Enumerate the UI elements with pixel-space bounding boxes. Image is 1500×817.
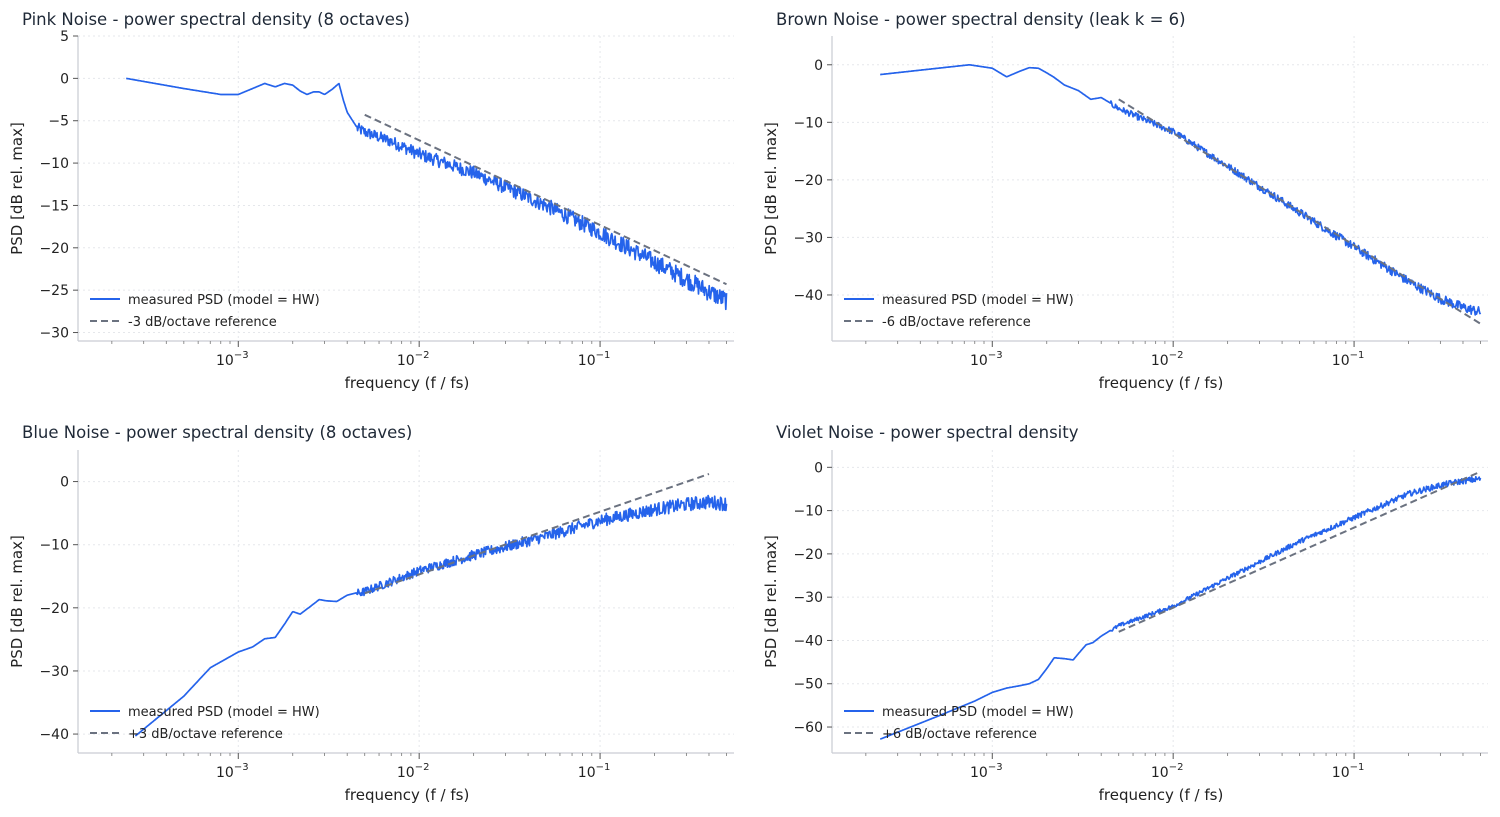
legend: measured PSD (model = HW) +6 dB/octave re… [844,705,1074,742]
chart-panel-4: Violet Noise - power spectral density 0 −1… [762,423,1488,804]
grid [78,35,734,341]
y-tick-label: 0 [814,58,823,74]
measured-psd-line [125,77,728,311]
y-tick-label: −40 [39,727,69,743]
y-axis-label: PSD [dB rel. max] [762,535,780,668]
grid [832,450,1488,753]
x-tick-label: 10−3 [970,762,1003,781]
x-axis-label: frequency (f / fs) [1099,374,1224,392]
y-tick-label: −20 [39,601,69,617]
legend-label-reference: -6 dB/octave reference [882,315,1031,330]
y-tick-label: −5 [48,114,69,130]
x-tick-label: 10−2 [1151,350,1184,369]
chart-title: Blue Noise - power spectral density (8 o… [22,423,412,442]
legend-label-measured: measured PSD (model = HW) [128,293,320,308]
y-axis-label: PSD [dB rel. max] [8,535,26,668]
y-tick-label: −10 [39,538,69,554]
reference-slope-line [364,473,710,595]
legend: measured PSD (model = HW) +3 dB/octave re… [90,705,320,742]
x-tick-label: 10−1 [578,350,611,369]
x-tick-label: 10−3 [216,350,249,369]
y-tick-label: 5 [60,29,69,45]
measured-psd-line [879,475,1482,740]
y-tick-label: −40 [793,288,823,304]
chart-panel-3: Blue Noise - power spectral density (8 o… [8,423,734,804]
y-tick-label: −40 [793,633,823,649]
y-tick-label: −20 [793,547,823,563]
y-tick-label: −30 [793,590,823,606]
y-tick-label: 0 [60,71,69,87]
legend: measured PSD (model = HW) -6 dB/octave re… [844,293,1074,330]
legend-label-measured: measured PSD (model = HW) [882,293,1074,308]
legend: measured PSD (model = HW) -3 dB/octave re… [90,293,320,330]
y-tick-label: −10 [39,156,69,172]
x-axis-label: frequency (f / fs) [345,374,470,392]
chart-panel-2: Brown Noise - power spectral density (le… [762,10,1488,392]
y-tick-label: −10 [793,504,823,520]
y-axis-label: PSD [dB rel. max] [762,122,780,255]
x-axis-label: frequency (f / fs) [1099,786,1224,804]
x-tick-label: 10−2 [397,350,430,369]
legend-label-reference: +6 dB/octave reference [882,727,1037,742]
x-axis-label: frequency (f / fs) [345,786,470,804]
y-tick-label: −50 [793,677,823,693]
legend-label-measured: measured PSD (model = HW) [128,705,320,720]
y-tick-label: −20 [793,173,823,189]
y-tick-label: −60 [793,720,823,736]
x-tick-label: 10−1 [1332,350,1365,369]
x-tick-label: 10−3 [970,350,1003,369]
y-tick-label: −10 [793,115,823,131]
legend-label-reference: +3 dB/octave reference [128,727,283,742]
chart-title: Brown Noise - power spectral density (le… [776,10,1186,29]
x-tick-label: 10−2 [397,762,430,781]
legend-label-reference: -3 dB/octave reference [128,315,277,330]
chart-title: Violet Noise - power spectral density [776,423,1079,442]
chart-panel-1: Pink Noise - power spectral density (8 o… [8,10,734,392]
chart-title: Pink Noise - power spectral density (8 o… [22,10,410,29]
x-tick-label: 10−1 [578,762,611,781]
x-tick-label: 10−1 [1332,762,1365,781]
measured-psd-line [134,494,728,737]
legend-label-measured: measured PSD (model = HW) [882,705,1074,720]
x-tick-label: 10−2 [1151,762,1184,781]
y-tick-label: 0 [814,460,823,476]
y-tick-label: −20 [39,241,69,257]
y-tick-label: −30 [39,664,69,680]
reference-slope-line [364,113,727,286]
y-tick-label: −30 [793,230,823,246]
y-tick-label: 0 [60,475,69,491]
y-tick-label: −25 [39,283,69,299]
y-tick-label: −30 [39,326,69,342]
grid [832,36,1488,341]
grid [78,450,734,753]
x-tick-label: 10−3 [216,762,249,781]
measured-psd-line [879,63,1482,316]
reference-slope-line [1118,98,1482,325]
y-tick-label: −15 [39,198,69,214]
y-axis-label: PSD [dB rel. max] [8,122,26,255]
